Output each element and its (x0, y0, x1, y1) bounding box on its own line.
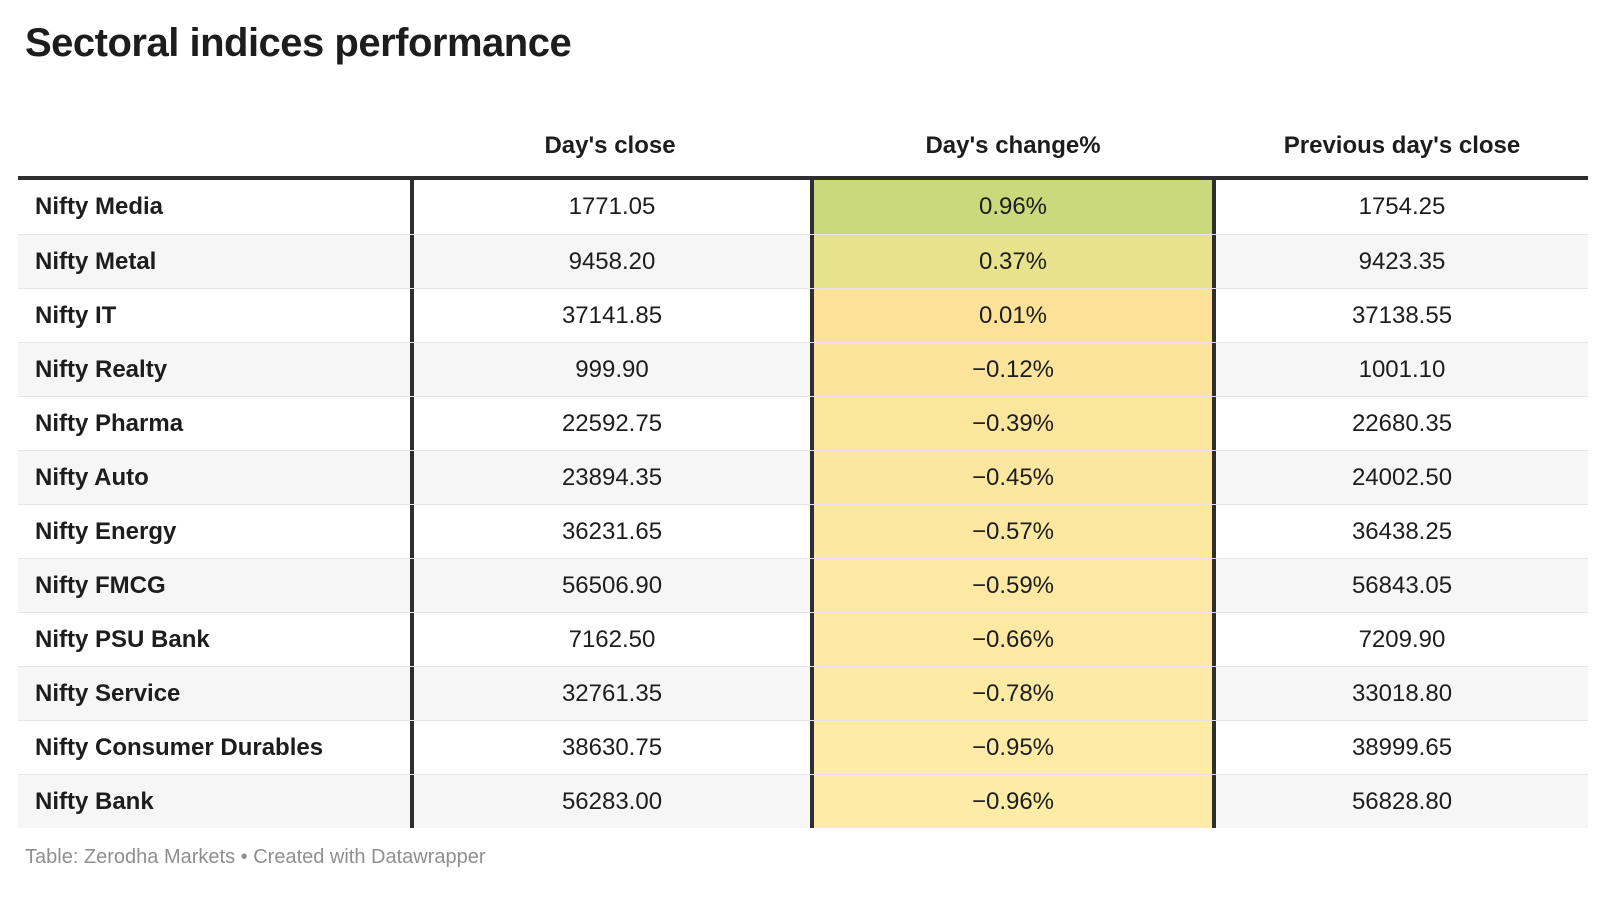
table-row: Nifty Media 1771.05 0.96% 1754.25 (18, 180, 1588, 234)
days-close-value: 36231.65 (410, 505, 810, 558)
table-row: Nifty Realty 999.90 −0.12% 1001.10 (18, 342, 1588, 396)
days-change-value: −0.78% (810, 667, 1216, 720)
row-label: Nifty Bank (35, 787, 154, 815)
days-change-value: −0.57% (810, 505, 1216, 558)
days-close-value: 23894.35 (410, 451, 810, 504)
days-close-value: 38630.75 (410, 721, 810, 774)
prev-close-value: 38999.65 (1351, 733, 1453, 761)
prev-close-value: 56843.05 (1351, 571, 1453, 599)
prev-close-value: 9423.35 (1358, 247, 1446, 275)
days-change-value: −0.59% (810, 559, 1216, 612)
table-row: Nifty IT 37141.85 0.01% 37138.55 (18, 288, 1588, 342)
table-row: Nifty Pharma 22592.75 −0.39% 22680.35 (18, 396, 1588, 450)
prev-close-value: 37138.55 (1351, 301, 1453, 329)
prev-close-value: 33018.80 (1351, 679, 1453, 707)
table-row: Nifty Energy 36231.65 −0.57% 36438.25 (18, 504, 1588, 558)
row-label: Nifty FMCG (35, 571, 166, 599)
prev-close-value: 36438.25 (1351, 517, 1453, 545)
days-close-value: 9458.20 (410, 235, 810, 288)
row-label: Nifty Service (35, 679, 181, 707)
prev-close-value: 1754.25 (1358, 193, 1446, 220)
days-change-value: −0.66% (810, 613, 1216, 666)
days-change-value: −0.12% (810, 343, 1216, 396)
column-header-days-change: Day's change% (925, 132, 1101, 159)
prev-close-value: 56828.80 (1351, 787, 1453, 815)
days-close-value: 7162.50 (410, 613, 810, 666)
row-label: Nifty Media (35, 193, 164, 220)
column-header-index (18, 160, 410, 176)
table-row: Nifty Service 32761.35 −0.78% 33018.80 (18, 666, 1588, 720)
row-label: Nifty Energy (35, 517, 177, 545)
row-label: Nifty PSU Bank (35, 625, 210, 653)
days-change-value: −0.96% (810, 775, 1216, 828)
days-change-value: −0.39% (810, 397, 1216, 450)
table-row: Nifty Auto 23894.35 −0.45% 24002.50 (18, 450, 1588, 504)
table-row: Nifty Consumer Durables 38630.75 −0.95% 389… (18, 720, 1588, 774)
page-title: Sectoral indices performance (25, 21, 572, 65)
days-change-value: −0.45% (810, 451, 1216, 504)
days-change-value: 0.96% (810, 180, 1216, 234)
prev-close-value: 7209.90 (1358, 625, 1446, 653)
table-header-row: Day's close Day's change% Previous day's… (18, 66, 1588, 176)
days-close-value: 32761.35 (410, 667, 810, 720)
table-row: Nifty Bank 56283.00 −0.96% 56828.80 (18, 774, 1588, 828)
days-close-value: 56283.00 (410, 775, 810, 828)
days-change-value: 0.01% (810, 289, 1216, 342)
column-header-previous-close: Previous day's close (1283, 132, 1521, 159)
days-change-value: −0.95% (810, 721, 1216, 774)
prev-close-value: 24002.50 (1351, 463, 1453, 491)
row-label: Nifty Consumer Durables (35, 733, 324, 761)
sectoral-indices-table: Day's close Day's change% Previous day's… (18, 66, 1588, 828)
table-row: Nifty Metal 9458.20 0.37% 9423.35 (18, 234, 1588, 288)
days-close-value: 37141.85 (410, 289, 810, 342)
prev-close-value: 1001.10 (1358, 355, 1446, 383)
days-close-value: 56506.90 (410, 559, 810, 612)
prev-close-value: 22680.35 (1351, 409, 1453, 437)
table-row: Nifty FMCG 56506.90 −0.59% 56843.05 (18, 558, 1588, 612)
days-close-value: 999.90 (410, 343, 810, 396)
row-label: Nifty Metal (35, 247, 157, 275)
row-label: Nifty Pharma (35, 409, 184, 437)
row-label: Nifty Realty (35, 355, 168, 383)
table-row: Nifty PSU Bank 7162.50 −0.66% 7209.90 (18, 612, 1588, 666)
table-source-note: Table: Zerodha Markets • Created with Da… (25, 846, 486, 868)
days-close-value: 22592.75 (410, 397, 810, 450)
table-body: Nifty Media 1771.05 0.96% 1754.25 Nifty Meta… (18, 176, 1588, 828)
row-label: Nifty Auto (35, 463, 149, 491)
days-close-value: 1771.05 (410, 180, 810, 234)
days-change-value: 0.37% (810, 235, 1216, 288)
column-header-days-close: Day's close (544, 132, 676, 159)
row-label: Nifty IT (35, 301, 117, 329)
